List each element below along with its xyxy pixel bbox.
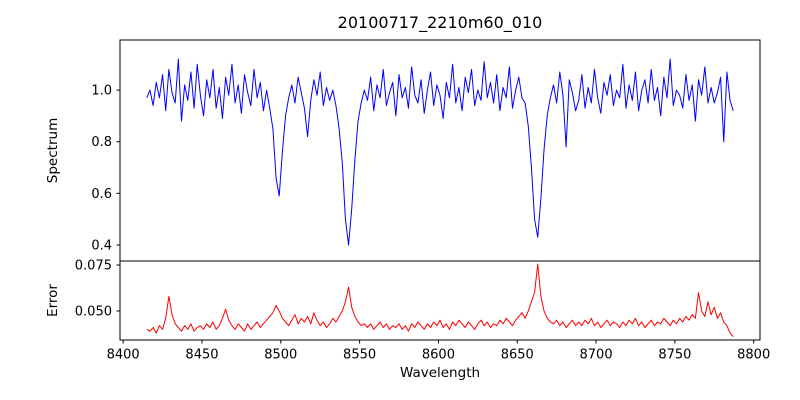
x-tick-label: 8400: [107, 348, 140, 363]
x-axis-ticks: 8400 8450 8500 8550 8600 8650 8700 8750 8800: [107, 340, 770, 363]
x-tick-label: 8450: [185, 348, 218, 363]
x-tick-label: 8650: [501, 348, 534, 363]
spectrum-y-label: Spectrum: [45, 118, 61, 183]
error-line: [146, 263, 734, 338]
x-tick-label: 8550: [343, 348, 376, 363]
error-y-label: Error: [45, 284, 61, 317]
error-y-ticks: 0.050 0.075: [75, 259, 120, 319]
y-tick-label: 1.0: [91, 84, 112, 99]
y-tick-label: 0.050: [75, 304, 112, 319]
x-tick-label: 8750: [658, 348, 691, 363]
plot-title: 20100717_2210m60_010: [338, 13, 543, 33]
error-panel: [119, 260, 761, 341]
spectrum-y-ticks: 0.4 0.6 0.8 1.0: [91, 84, 120, 253]
spectrum-panel: [119, 39, 761, 262]
y-tick-label: 0.075: [75, 259, 112, 274]
y-tick-label: 0.8: [91, 135, 112, 150]
x-tick-label: 8500: [264, 348, 297, 363]
x-tick-label: 8700: [580, 348, 613, 363]
spectrum-line: [146, 58, 734, 246]
y-tick-label: 0.4: [91, 238, 112, 253]
y-tick-label: 0.6: [91, 187, 112, 202]
x-tick-label: 8800: [737, 348, 770, 363]
x-axis-label: Wavelength: [400, 365, 480, 381]
x-tick-label: 8600: [422, 348, 455, 363]
